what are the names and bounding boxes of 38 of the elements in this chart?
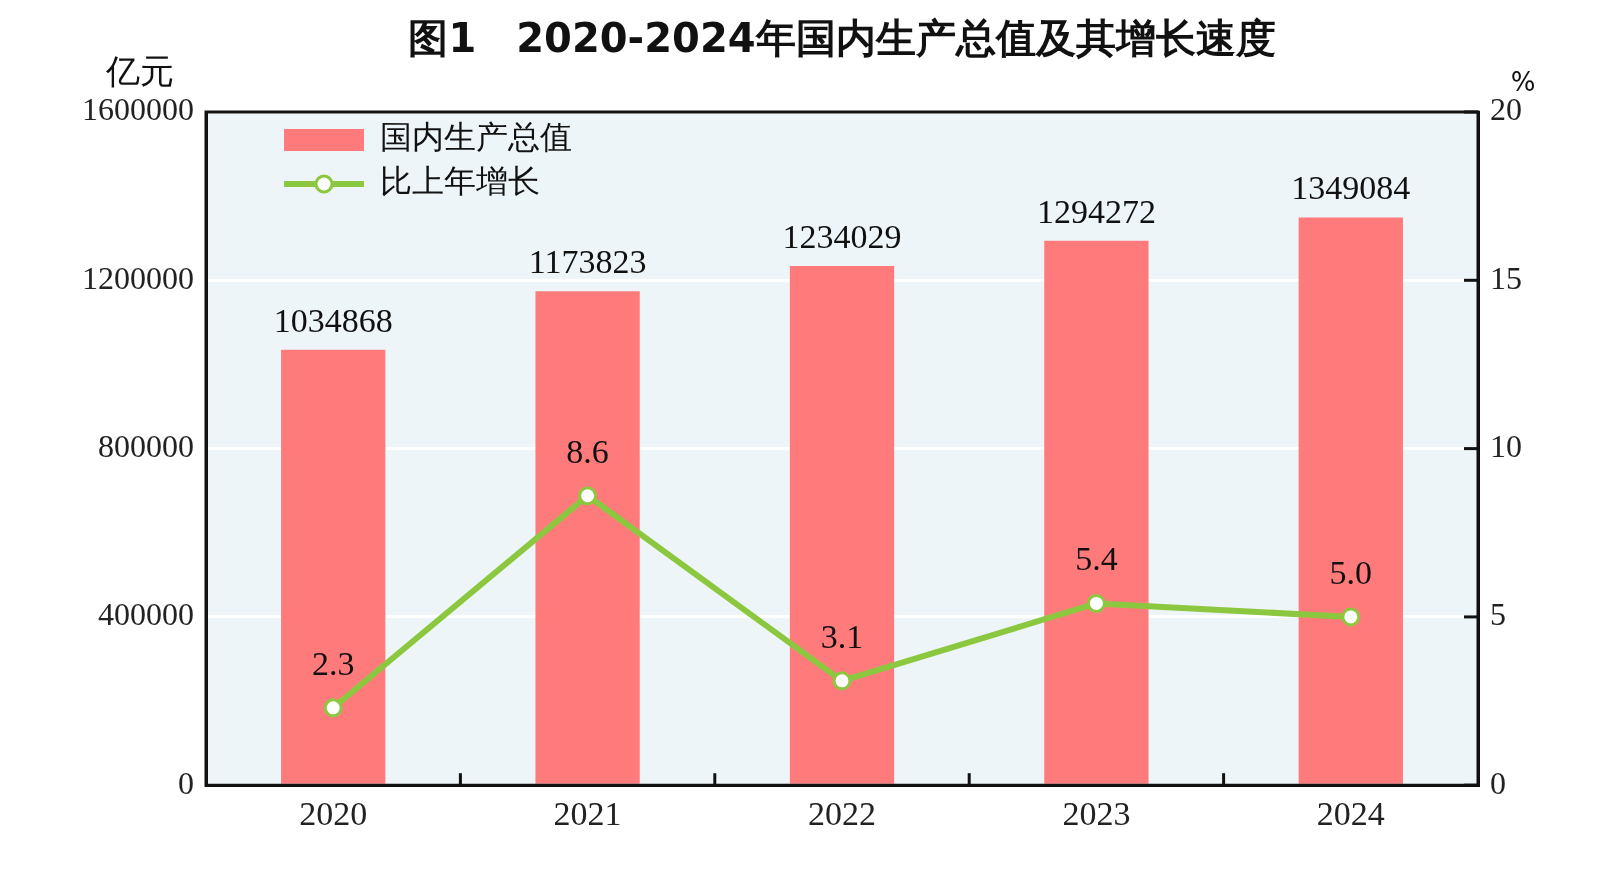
legend-label: 比上年增长 bbox=[380, 162, 540, 201]
x-tick-label: 2023 bbox=[1062, 794, 1131, 832]
x-tick-label: 2022 bbox=[808, 794, 876, 832]
bar bbox=[1298, 217, 1403, 784]
x-tick-label: 2020 bbox=[299, 794, 368, 832]
point bbox=[1086, 593, 1106, 613]
data-label: 1034868 bbox=[273, 301, 393, 339]
legend-label: 国内生产总值 bbox=[380, 118, 572, 157]
y-tick-label: 800000 bbox=[98, 428, 194, 465]
x-tick-label: 2024 bbox=[1316, 794, 1385, 832]
point bbox=[1341, 607, 1361, 627]
data-label: 1349084 bbox=[1291, 169, 1411, 207]
data-label: 5.0 bbox=[1329, 553, 1373, 591]
point bbox=[578, 486, 598, 506]
y2-tick-label: 0 bbox=[1490, 764, 1506, 801]
data-label: 3.1 bbox=[820, 617, 864, 655]
bar bbox=[535, 291, 640, 784]
data-label: 2.3 bbox=[311, 644, 355, 682]
y2-tick-label: 15 bbox=[1490, 259, 1522, 296]
point bbox=[323, 698, 343, 718]
chart-title: 图1 2020-2024年国内生产总值及其增长速度 bbox=[408, 15, 1276, 62]
y2-tick-label: 5 bbox=[1490, 596, 1506, 633]
bar bbox=[281, 349, 386, 784]
y-tick-label: 1200000 bbox=[82, 259, 194, 296]
data-label: 1294272 bbox=[1036, 192, 1156, 230]
y-tick-label: 0 bbox=[178, 764, 194, 801]
data-label: 8.6 bbox=[566, 432, 609, 470]
bar bbox=[1044, 240, 1149, 784]
x-tick-label: 2021 bbox=[553, 794, 622, 832]
bar bbox=[789, 265, 895, 784]
data-label: 5.4 bbox=[1075, 540, 1118, 578]
data-label: 1234029 bbox=[782, 217, 902, 255]
data-label: 1173823 bbox=[528, 243, 647, 281]
point bbox=[832, 671, 852, 691]
y-tick-label: 1600000 bbox=[82, 91, 194, 128]
y-axis-title: 亿元 bbox=[105, 50, 174, 91]
y2-tick-label: 10 bbox=[1490, 428, 1522, 465]
y-tick-label: 400000 bbox=[98, 596, 194, 633]
